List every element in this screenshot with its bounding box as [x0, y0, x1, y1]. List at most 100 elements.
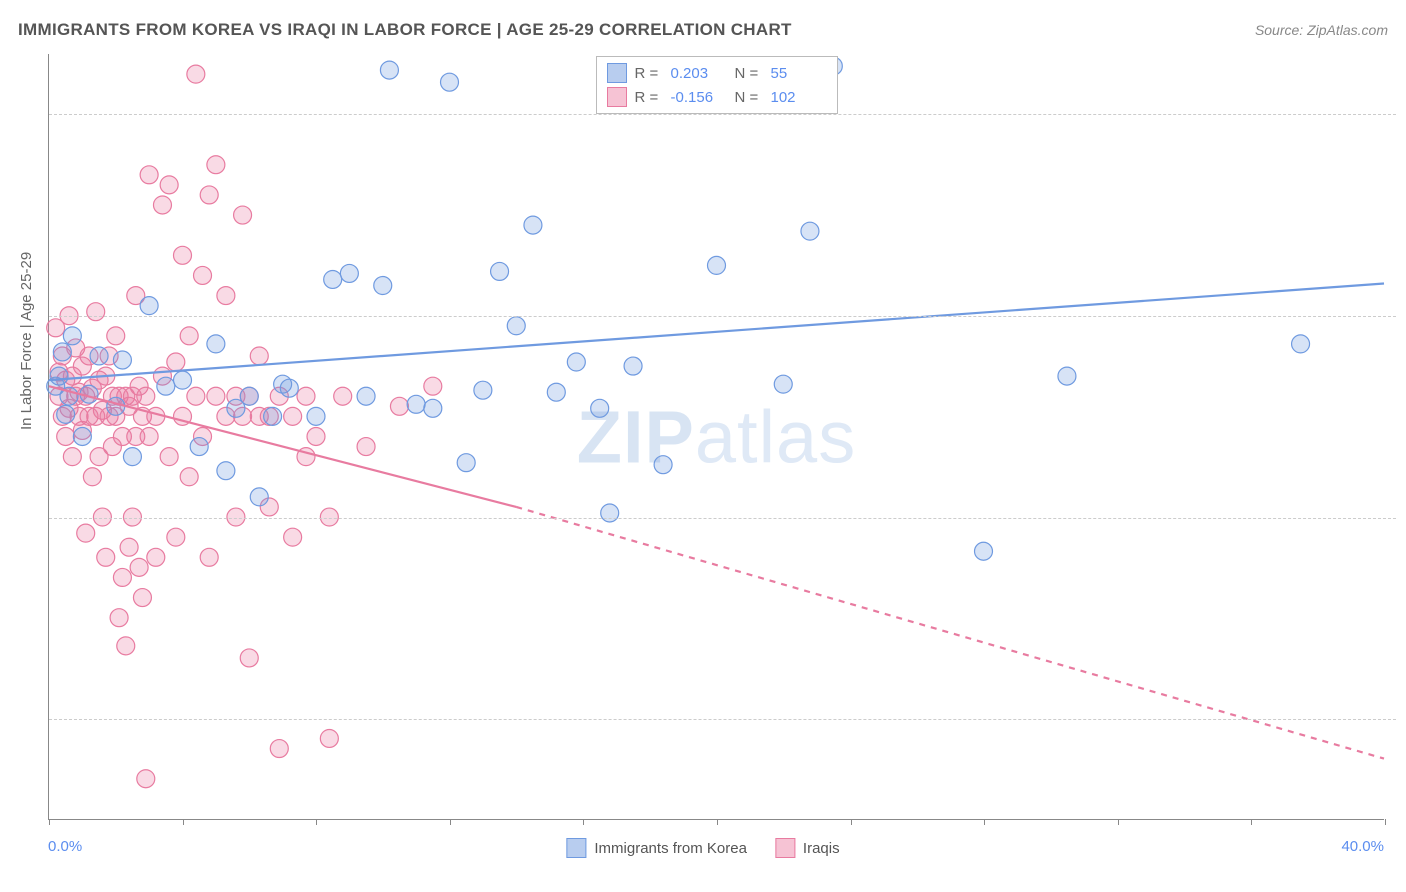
scatter-point [1058, 367, 1076, 385]
scatter-point [140, 166, 158, 184]
gridline-h [49, 719, 1396, 720]
n-label: N = [735, 65, 763, 82]
scatter-point [284, 407, 302, 425]
scatter-point [97, 548, 115, 566]
r-value-iraqi: -0.156 [671, 89, 727, 106]
swatch-iraqi [775, 838, 795, 858]
n-value-korea: 55 [771, 65, 827, 82]
scatter-point [264, 407, 282, 425]
scatter-point [491, 262, 509, 280]
scatter-point [207, 156, 225, 174]
x-tick [717, 819, 718, 825]
gridline-h [49, 518, 1396, 519]
swatch-korea [566, 838, 586, 858]
scatter-point [297, 387, 315, 405]
scatter-point [324, 270, 342, 288]
scatter-point [140, 428, 158, 446]
scatter-point [180, 468, 198, 486]
scatter-point [250, 347, 268, 365]
y-axis-title: In Labor Force | Age 25-29 [18, 252, 35, 430]
scatter-point [441, 73, 459, 91]
scatter-point [83, 468, 101, 486]
swatch-korea [607, 63, 627, 83]
scatter-point [174, 371, 192, 389]
scatter-point [334, 387, 352, 405]
scatter-point [63, 327, 81, 345]
scatter-point [280, 379, 298, 397]
scatter-point [194, 266, 212, 284]
regression-line [49, 284, 1384, 381]
swatch-iraqi [607, 87, 627, 107]
r-label: R = [635, 65, 663, 82]
scatter-point [624, 357, 642, 375]
scatter-point [187, 387, 205, 405]
scatter-point [107, 327, 125, 345]
x-tick [316, 819, 317, 825]
scatter-point [120, 538, 138, 556]
scatter-point [160, 448, 178, 466]
x-tick [1251, 819, 1252, 825]
scatter-point [801, 222, 819, 240]
x-axis-min-label: 0.0% [48, 838, 82, 855]
scatter-point [307, 407, 325, 425]
x-tick [1118, 819, 1119, 825]
x-tick [1385, 819, 1386, 825]
legend-item-iraqi: Iraqis [775, 838, 840, 858]
scatter-point [250, 488, 268, 506]
scatter-point [424, 377, 442, 395]
scatter-point [357, 387, 375, 405]
title-bar: IMMIGRANTS FROM KOREA VS IRAQI IN LABOR … [18, 16, 1388, 44]
gridline-h [49, 316, 1396, 317]
scatter-point [424, 399, 442, 417]
scatter-point [117, 637, 135, 655]
scatter-point [240, 387, 258, 405]
scatter-point [217, 462, 235, 480]
legend-label-korea: Immigrants from Korea [594, 840, 747, 857]
r-label: R = [635, 89, 663, 106]
regression-line [516, 507, 1384, 759]
scatter-point [137, 770, 155, 788]
scatter-point [200, 548, 218, 566]
scatter-point [457, 454, 475, 472]
scatter-point [374, 277, 392, 295]
gridline-h [49, 114, 1396, 115]
scatter-point [73, 428, 91, 446]
scatter-point [591, 399, 609, 417]
scatter-point [147, 548, 165, 566]
scatter-point [357, 438, 375, 456]
x-tick [49, 819, 50, 825]
scatter-point [133, 589, 151, 607]
scatter-point [407, 395, 425, 413]
scatter-point [217, 287, 235, 305]
scatter-point [774, 375, 792, 393]
n-label: N = [735, 89, 763, 106]
scatter-point [284, 528, 302, 546]
scatter-point [507, 317, 525, 335]
legend-item-korea: Immigrants from Korea [566, 838, 747, 858]
chart-title: IMMIGRANTS FROM KOREA VS IRAQI IN LABOR … [18, 20, 792, 40]
legend-stats-row-korea: R = 0.203 N = 55 [607, 61, 827, 85]
scatter-point [207, 335, 225, 353]
legend-series: Immigrants from Korea Iraqis [566, 838, 839, 858]
scatter-point [57, 428, 75, 446]
scatter-point [975, 542, 993, 560]
scatter-point [153, 196, 171, 214]
scatter-point [567, 353, 585, 371]
scatter-point [200, 186, 218, 204]
scatter-point [87, 303, 105, 321]
scatter-point [390, 397, 408, 415]
scatter-point [180, 327, 198, 345]
scatter-point [113, 568, 131, 586]
plot-svg [49, 54, 1384, 819]
scatter-point [160, 176, 178, 194]
scatter-point [207, 387, 225, 405]
scatter-point [524, 216, 542, 234]
x-tick [851, 819, 852, 825]
scatter-point [110, 609, 128, 627]
x-tick [183, 819, 184, 825]
scatter-point [708, 256, 726, 274]
scatter-point [50, 367, 68, 385]
x-tick [984, 819, 985, 825]
scatter-point [190, 438, 208, 456]
chart-container: IMMIGRANTS FROM KOREA VS IRAQI IN LABOR … [0, 0, 1406, 892]
